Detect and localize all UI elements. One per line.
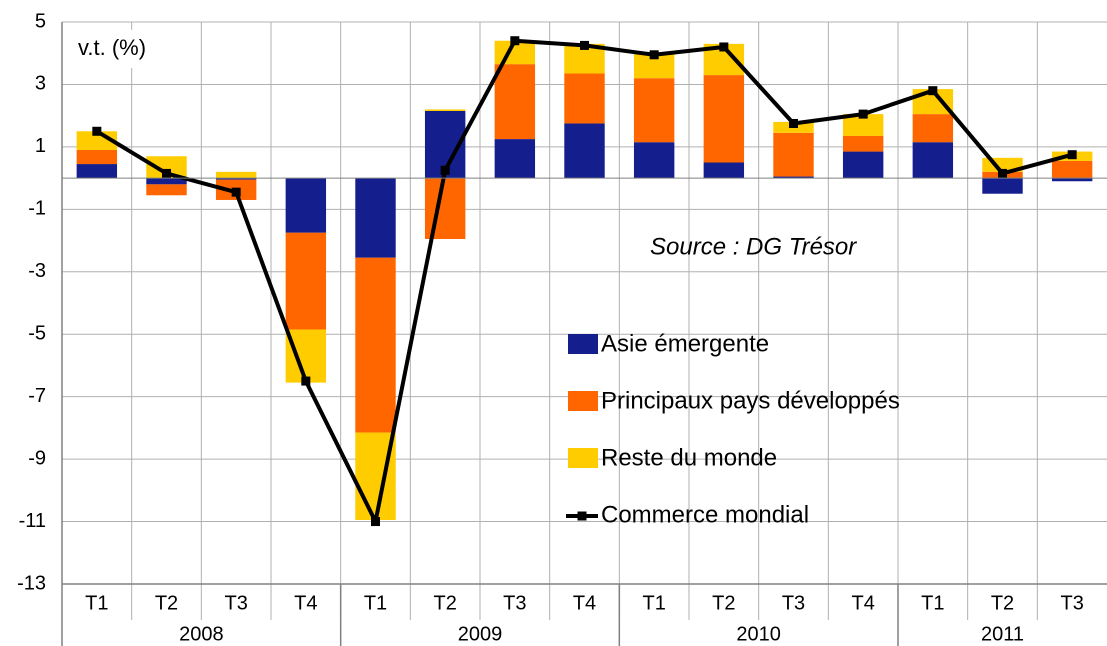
- grid: [62, 21, 1107, 620]
- bar-segment: [1051, 160, 1093, 179]
- y-tick-label: -11: [19, 510, 46, 532]
- bar-segment: [982, 178, 1023, 194]
- y-label-bg: [70, 30, 180, 68]
- bar-segment: [215, 178, 257, 180]
- bar-segment: [494, 139, 536, 179]
- x-tick-label: T1: [364, 592, 387, 614]
- line-marker: [789, 118, 798, 128]
- x-tick-label: T1: [642, 592, 665, 614]
- bar-segment: [842, 151, 884, 179]
- bar-segment: [1051, 178, 1093, 182]
- legend-label: Asie émergente: [601, 330, 769, 357]
- line-marker: [998, 168, 1007, 178]
- y-tick-label: -9: [28, 447, 46, 469]
- bar-segment: [355, 257, 396, 433]
- bar-segment: [773, 132, 814, 177]
- bar-segment: [146, 184, 187, 196]
- bar-segment: [703, 162, 745, 179]
- line-marker: [928, 86, 938, 96]
- bar-segment: [633, 142, 675, 179]
- bar-segment: [215, 171, 257, 179]
- x-tick-label: T3: [503, 592, 526, 614]
- bar-segment: [424, 109, 466, 111]
- line-marker: [510, 36, 520, 46]
- bar-segment: [355, 178, 396, 258]
- legend-swatch: [568, 448, 598, 468]
- lines: [92, 36, 1077, 527]
- x-tick-label: T2: [433, 592, 456, 614]
- bar-segment: [285, 232, 327, 330]
- legend-swatch: [568, 391, 598, 411]
- legend-label: Principaux pays développés: [601, 387, 900, 414]
- legend-marker: [577, 511, 587, 521]
- line-marker: [719, 42, 729, 52]
- bar-segment: [76, 164, 118, 179]
- bar-segment: [842, 114, 884, 136]
- y-tick-label: 3: [35, 73, 46, 95]
- bar-segment: [424, 178, 466, 239]
- bar-segment: [912, 114, 954, 143]
- bar-segment: [842, 135, 884, 152]
- bar-segment: [285, 329, 327, 383]
- line-marker: [858, 109, 868, 119]
- x-tick-label: T3: [224, 592, 247, 614]
- bar-segment: [146, 156, 187, 179]
- group-label: 2009: [458, 623, 503, 645]
- legend: Asie émergente Principaux pays développés…: [566, 330, 900, 528]
- bar-segment: [146, 178, 187, 185]
- line-marker: [649, 50, 659, 60]
- bar-segment: [773, 176, 814, 179]
- legend-swatch: [568, 334, 598, 354]
- x-tick-label: T4: [294, 592, 317, 614]
- y-tick-label: -3: [28, 260, 46, 282]
- bar-segment: [703, 75, 745, 163]
- bar-segment: [564, 123, 605, 179]
- y-tick-label: -13: [17, 572, 46, 594]
- bar-segment: [285, 178, 327, 233]
- bar-segment: [564, 73, 605, 124]
- y-tick-label: -5: [28, 323, 46, 345]
- x-tick-label: T2: [712, 592, 735, 614]
- y-label: v.t. (%): [78, 35, 146, 60]
- line-marker: [92, 126, 102, 136]
- x-tick-label: T1: [85, 592, 108, 614]
- bar-segment: [633, 78, 675, 143]
- x-tick-label: T2: [991, 592, 1014, 614]
- annotation: Source : DG Trésor: [650, 233, 857, 260]
- group-label: 2011: [981, 623, 1024, 645]
- y-tick-label: -7: [28, 385, 46, 407]
- y-tick-label: 1: [35, 135, 46, 157]
- group-label: 2008: [179, 623, 224, 645]
- line-marker: [580, 40, 589, 50]
- bar-segment: [912, 142, 954, 179]
- line-marker: [1067, 150, 1077, 160]
- y-tick-label: -1: [28, 198, 46, 220]
- x-tick-label: T4: [573, 592, 596, 614]
- x-tick-label: T3: [782, 592, 805, 614]
- bar-segment: [494, 64, 536, 140]
- line-marker: [162, 168, 171, 178]
- x-tick-label: T4: [851, 592, 874, 614]
- group-label: 2010: [736, 623, 781, 645]
- bar-segment: [76, 150, 118, 165]
- y-tick-label: 5: [35, 10, 46, 32]
- line-marker: [231, 187, 241, 197]
- legend-label: Reste du monde: [601, 444, 777, 471]
- x-tick-label: T3: [1060, 592, 1083, 614]
- x-tick-label: T2: [155, 592, 178, 614]
- line-marker: [371, 517, 380, 527]
- x-tick-label: T1: [921, 592, 944, 614]
- line-marker: [440, 165, 450, 175]
- line-marker: [301, 376, 311, 386]
- legend-label: Commerce mondial: [601, 501, 809, 528]
